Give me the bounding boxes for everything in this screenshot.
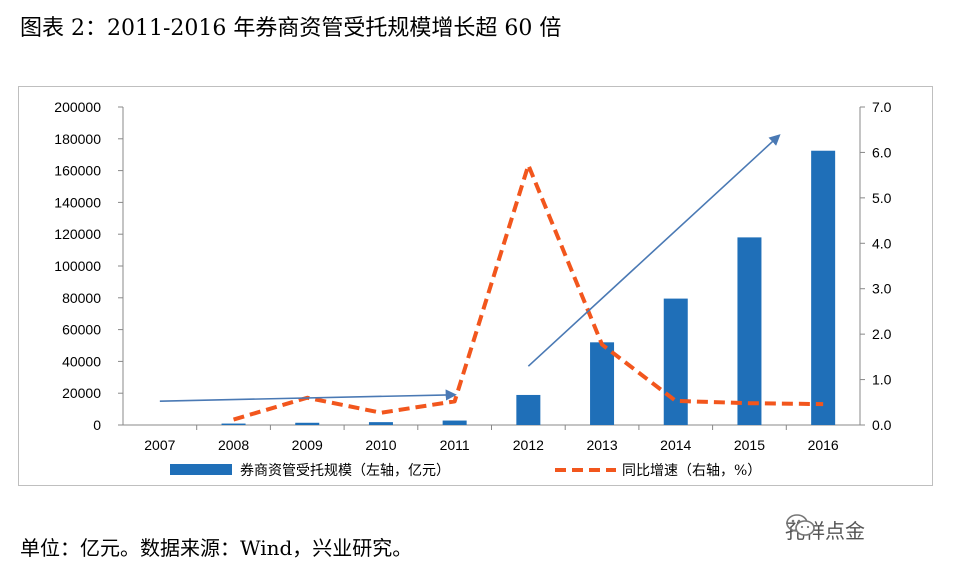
bar-series bbox=[221, 150, 836, 425]
right-tick-label: 4.0 bbox=[872, 235, 892, 251]
legend: 券商资管受托规模（左轴，亿元） 同比增速（右轴，%） bbox=[170, 463, 761, 479]
trend-arrow bbox=[159, 389, 457, 402]
left-tick-label: 120000 bbox=[54, 226, 101, 242]
x-axis-ticks: 2007 2008 2009 2010 2011 2012 2013 2014 2015 2016 bbox=[144, 425, 839, 453]
left-tick-label: 160000 bbox=[54, 163, 101, 179]
source-note: 单位：亿元。数据来源：Wind，兴业研究。 bbox=[20, 536, 413, 560]
line-series bbox=[232, 163, 824, 422]
right-tick-label: 5.0 bbox=[872, 190, 892, 206]
right-tick-label: 2.0 bbox=[872, 326, 892, 342]
x-tick-label: 2008 bbox=[218, 437, 249, 453]
left-axis-ticks: 0 20000 40000 60000 80000 100000 120000 140000 1… bbox=[54, 99, 123, 433]
x-tick-label: 2015 bbox=[734, 437, 765, 453]
axes bbox=[122, 107, 861, 426]
bar bbox=[590, 342, 615, 425]
bar bbox=[442, 420, 467, 425]
wechat-icon bbox=[786, 514, 815, 536]
x-tick-label: 2011 bbox=[440, 437, 470, 453]
left-tick-label: 100000 bbox=[54, 258, 101, 274]
chart-title: 图表 2：2011-2016 年券商资管受托规模增长超 60 倍 bbox=[20, 16, 562, 41]
legend-bar-label: 券商资管受托规模（左轴，亿元） bbox=[240, 463, 450, 479]
bar bbox=[811, 150, 836, 425]
x-tick-label: 2014 bbox=[660, 437, 691, 453]
right-tick-label: 0.0 bbox=[872, 417, 892, 433]
left-tick-label: 60000 bbox=[62, 322, 101, 338]
left-tick-label: 0 bbox=[93, 417, 101, 433]
trend-arrows bbox=[159, 134, 781, 402]
bar bbox=[368, 422, 393, 425]
bar bbox=[516, 394, 541, 425]
x-tick-label: 2013 bbox=[586, 437, 617, 453]
chart-frame bbox=[18, 86, 933, 486]
legend-line-label: 同比增速（右轴，%） bbox=[622, 463, 761, 479]
right-tick-label: 1.0 bbox=[872, 372, 892, 388]
left-tick-label: 20000 bbox=[62, 385, 101, 401]
bar bbox=[295, 422, 320, 425]
x-tick-label: 2009 bbox=[292, 437, 323, 453]
bar bbox=[663, 298, 688, 425]
left-tick-label: 40000 bbox=[62, 353, 101, 369]
right-tick-label: 6.0 bbox=[872, 144, 892, 160]
left-tick-label: 200000 bbox=[54, 99, 101, 115]
legend-bar-swatch bbox=[170, 464, 232, 475]
x-tick-label: 2016 bbox=[808, 437, 839, 453]
x-tick-label: 2010 bbox=[365, 437, 396, 453]
right-tick-label: 3.0 bbox=[872, 281, 892, 297]
left-tick-label: 180000 bbox=[54, 131, 101, 147]
left-tick-label: 140000 bbox=[54, 194, 101, 210]
bar bbox=[737, 237, 762, 425]
right-tick-label: 7.0 bbox=[872, 99, 892, 115]
x-tick-label: 2012 bbox=[513, 437, 544, 453]
left-tick-label: 80000 bbox=[62, 290, 101, 306]
growth-line bbox=[232, 163, 824, 422]
right-axis-ticks: 0.0 1.0 2.0 3.0 4.0 5.0 6.0 7.0 bbox=[860, 99, 892, 433]
watermark: 孔祥点金 bbox=[785, 512, 945, 546]
x-tick-label: 2007 bbox=[144, 437, 175, 453]
bar bbox=[221, 423, 246, 425]
trend-arrow bbox=[527, 134, 781, 367]
